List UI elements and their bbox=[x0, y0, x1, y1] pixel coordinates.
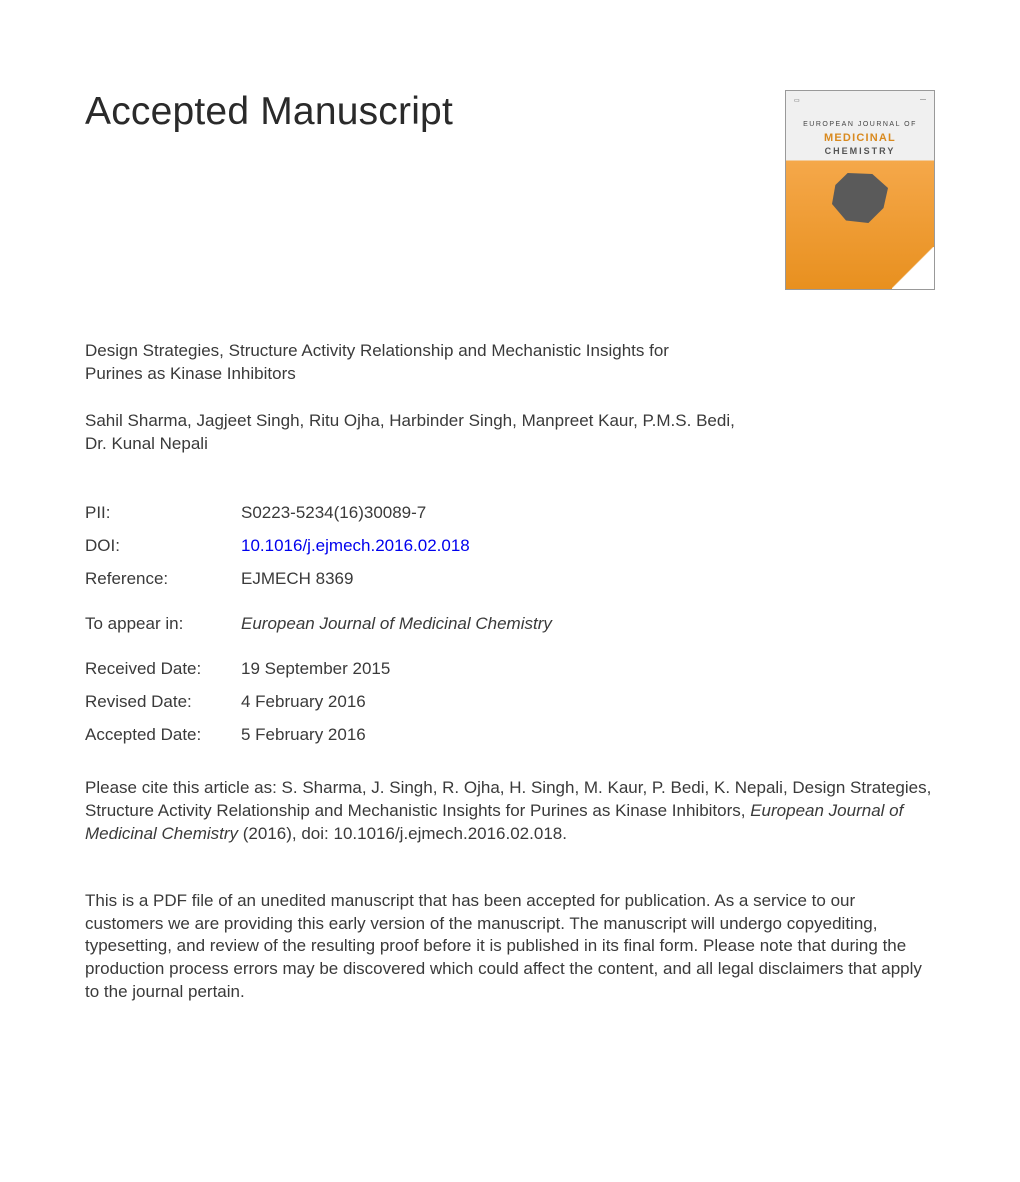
journal-thumb-molecule-icon bbox=[832, 173, 888, 223]
meta-value-revised: 4 February 2016 bbox=[241, 693, 366, 710]
meta-value-accepted: 5 February 2016 bbox=[241, 726, 366, 743]
journal-thumb-line1: EUROPEAN JOURNAL OF bbox=[786, 121, 934, 128]
meta-value-doi[interactable]: 10.1016/j.ejmech.2016.02.018 bbox=[241, 537, 470, 554]
disclaimer-text: This is a PDF file of an unedited manusc… bbox=[85, 890, 935, 1005]
meta-row-appear: To appear in: European Journal of Medici… bbox=[85, 615, 935, 632]
meta-label-accepted: Accepted Date: bbox=[85, 726, 241, 743]
meta-value-appear: European Journal of Medicinal Chemistry bbox=[241, 615, 552, 632]
meta-value-pii: S0223-5234(16)30089-7 bbox=[241, 504, 426, 521]
metadata-table: PII: S0223-5234(16)30089-7 DOI: 10.1016/… bbox=[85, 504, 935, 743]
meta-row-reference: Reference: EJMECH 8369 bbox=[85, 570, 935, 587]
meta-label-pii: PII: bbox=[85, 504, 241, 521]
citation-text: Please cite this article as: S. Sharma, … bbox=[85, 777, 935, 846]
page-heading: Accepted Manuscript bbox=[85, 90, 453, 134]
meta-value-reference: EJMECH 8369 bbox=[241, 570, 353, 587]
journal-cover-thumbnail: ▭— EUROPEAN JOURNAL OF MEDICINAL CHEMIST… bbox=[785, 90, 935, 290]
meta-label-revised: Revised Date: bbox=[85, 693, 241, 710]
meta-row-doi: DOI: 10.1016/j.ejmech.2016.02.018 bbox=[85, 537, 935, 554]
meta-row-received: Received Date: 19 September 2015 bbox=[85, 660, 935, 677]
journal-thumb-line3: CHEMISTRY bbox=[786, 146, 934, 156]
article-title: Design Strategies, Structure Activity Re… bbox=[85, 340, 725, 386]
meta-label-reference: Reference: bbox=[85, 570, 241, 587]
meta-label-appear: To appear in: bbox=[85, 615, 241, 632]
journal-thumb-line2: MEDICINAL bbox=[786, 132, 934, 144]
meta-label-doi: DOI: bbox=[85, 537, 241, 554]
meta-value-received: 19 September 2015 bbox=[241, 660, 390, 677]
meta-row-accepted: Accepted Date: 5 February 2016 bbox=[85, 726, 935, 743]
journal-thumb-top: ▭— bbox=[794, 97, 926, 104]
header-row: Accepted Manuscript ▭— EUROPEAN JOURNAL … bbox=[85, 90, 935, 290]
meta-row-pii: PII: S0223-5234(16)30089-7 bbox=[85, 504, 935, 521]
journal-thumb-corner bbox=[892, 247, 934, 289]
meta-label-received: Received Date: bbox=[85, 660, 241, 677]
article-authors: Sahil Sharma, Jagjeet Singh, Ritu Ojha, … bbox=[85, 410, 735, 456]
citation-suffix: (2016), doi: 10.1016/j.ejmech.2016.02.01… bbox=[238, 824, 567, 843]
meta-row-revised: Revised Date: 4 February 2016 bbox=[85, 693, 935, 710]
